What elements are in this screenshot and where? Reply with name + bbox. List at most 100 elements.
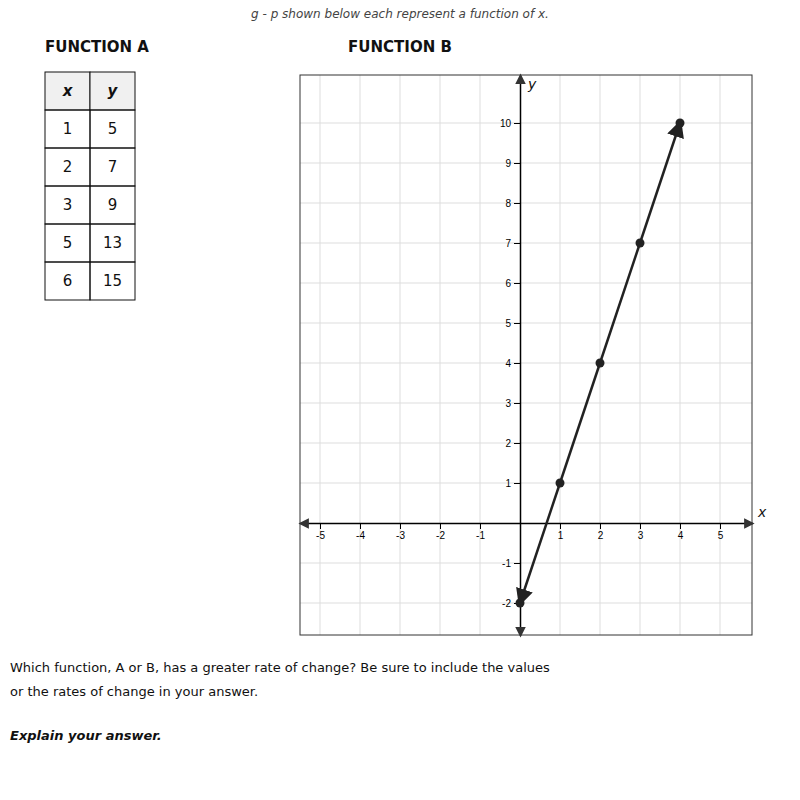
tick-label: 4: [505, 358, 511, 369]
y-tick: 5: [505, 318, 520, 329]
tick-mark: [640, 523, 641, 529]
tick-label: 2: [598, 530, 604, 541]
tick-label: 8: [505, 198, 511, 209]
y-tick: 9: [505, 158, 520, 169]
grid-line: [640, 75, 641, 635]
tick-mark: [514, 443, 520, 444]
tick-label: -1: [476, 530, 485, 541]
grid-line: [300, 163, 752, 164]
axis-line: [301, 523, 753, 525]
tick-mark: [514, 123, 520, 124]
point: [676, 119, 685, 128]
tick-mark: [360, 523, 361, 529]
tick-mark: [514, 323, 520, 324]
tick-mark: [600, 523, 601, 529]
table-value: 5: [108, 120, 118, 138]
tick-mark: [514, 163, 520, 164]
grid-line: [300, 403, 752, 404]
tick-label: 1: [558, 530, 564, 541]
table-value: 9: [108, 196, 118, 214]
x-tick: -1: [476, 523, 485, 541]
tick-label: -3: [396, 530, 405, 541]
table-cell: [90, 262, 135, 300]
tick-mark: [514, 483, 520, 484]
tick-label: 4: [678, 530, 684, 541]
tick-label: 6: [505, 278, 511, 289]
grid-line: [300, 283, 752, 284]
y-tick: 2: [505, 438, 520, 449]
tick-label: -5: [316, 530, 325, 541]
graph-title: FUNCTION B: [348, 38, 452, 56]
tick-mark: [514, 403, 520, 404]
x-axis: -5 -4 -3 -2 -1 1 2 3 4 5: [301, 523, 753, 541]
tick-label: -1: [502, 558, 511, 569]
table-value: 5: [63, 234, 73, 252]
table-cell: [45, 186, 90, 224]
tick-mark: [720, 523, 721, 529]
point: [596, 359, 605, 368]
tick-label: 1: [505, 478, 511, 489]
y-tick: 3: [505, 398, 520, 409]
grid-line: [300, 483, 752, 484]
top-text: g - p shown below each represent a funct…: [251, 7, 549, 21]
grid-line: [320, 75, 321, 635]
grid-line: [300, 443, 752, 444]
y-tick: 8: [505, 198, 520, 209]
table-title: FUNCTION A: [45, 38, 149, 56]
x-tick: -2: [436, 523, 445, 541]
tick-mark: [514, 203, 520, 204]
y-tick: 4: [505, 358, 520, 369]
tick-label: 3: [505, 398, 511, 409]
axis-label: x: [757, 504, 767, 520]
point: [516, 599, 525, 608]
x-tick: -5: [316, 523, 325, 541]
table-cell: [90, 72, 135, 110]
tick-mark: [680, 523, 681, 529]
x-tick: 3: [638, 523, 644, 541]
y-axis: -2 -1 1 2 3 4 5 6 7 8 9 10: [500, 76, 521, 636]
tick-label: -2: [436, 530, 445, 541]
tick-label: 9: [505, 158, 511, 169]
table-value: 2: [63, 158, 73, 176]
tick-mark: [480, 523, 481, 529]
grid-line: [300, 603, 752, 604]
table-header: y: [108, 82, 119, 100]
grid-line: [440, 75, 441, 635]
question-text: Which function, A or B, has a greater ra…: [10, 660, 550, 675]
table-value: 6: [63, 272, 73, 290]
axis-label: y: [527, 76, 537, 92]
table-cell: [90, 148, 135, 186]
x-tick: 5: [718, 523, 724, 541]
question-text: or the rates of change in your answer.: [10, 684, 258, 699]
tick-label: 10: [500, 118, 512, 129]
tick-mark: [320, 523, 321, 529]
table-header: x: [62, 82, 74, 100]
grid-line: [300, 363, 752, 364]
y-tick: -1: [502, 558, 520, 569]
grid-line: [600, 75, 601, 635]
table-value: 3: [63, 196, 73, 214]
tick-label: -2: [502, 598, 511, 609]
table-cell: [45, 148, 90, 186]
plot-frame: [300, 75, 752, 635]
table-cell: [90, 186, 135, 224]
y-tick: 10: [500, 118, 520, 129]
tick-mark: [514, 563, 520, 564]
tick-label: 7: [505, 238, 511, 249]
tick-mark: [514, 283, 520, 284]
chart: g - p shown below each represent a funct…: [0, 0, 800, 800]
tick-label: -4: [356, 530, 365, 541]
axis-line: [520, 76, 522, 636]
x-tick: -3: [396, 523, 405, 541]
table-value: 7: [108, 158, 118, 176]
function-line: [520, 123, 680, 603]
table-value: 1: [63, 120, 73, 138]
data-layer: [516, 119, 685, 608]
x-tick: 2: [598, 523, 604, 541]
tick-mark: [560, 523, 561, 529]
table-value: 13: [103, 234, 122, 252]
grid: [300, 75, 752, 635]
point: [556, 479, 565, 488]
tick-mark: [514, 363, 520, 364]
grid-line: [300, 243, 752, 244]
